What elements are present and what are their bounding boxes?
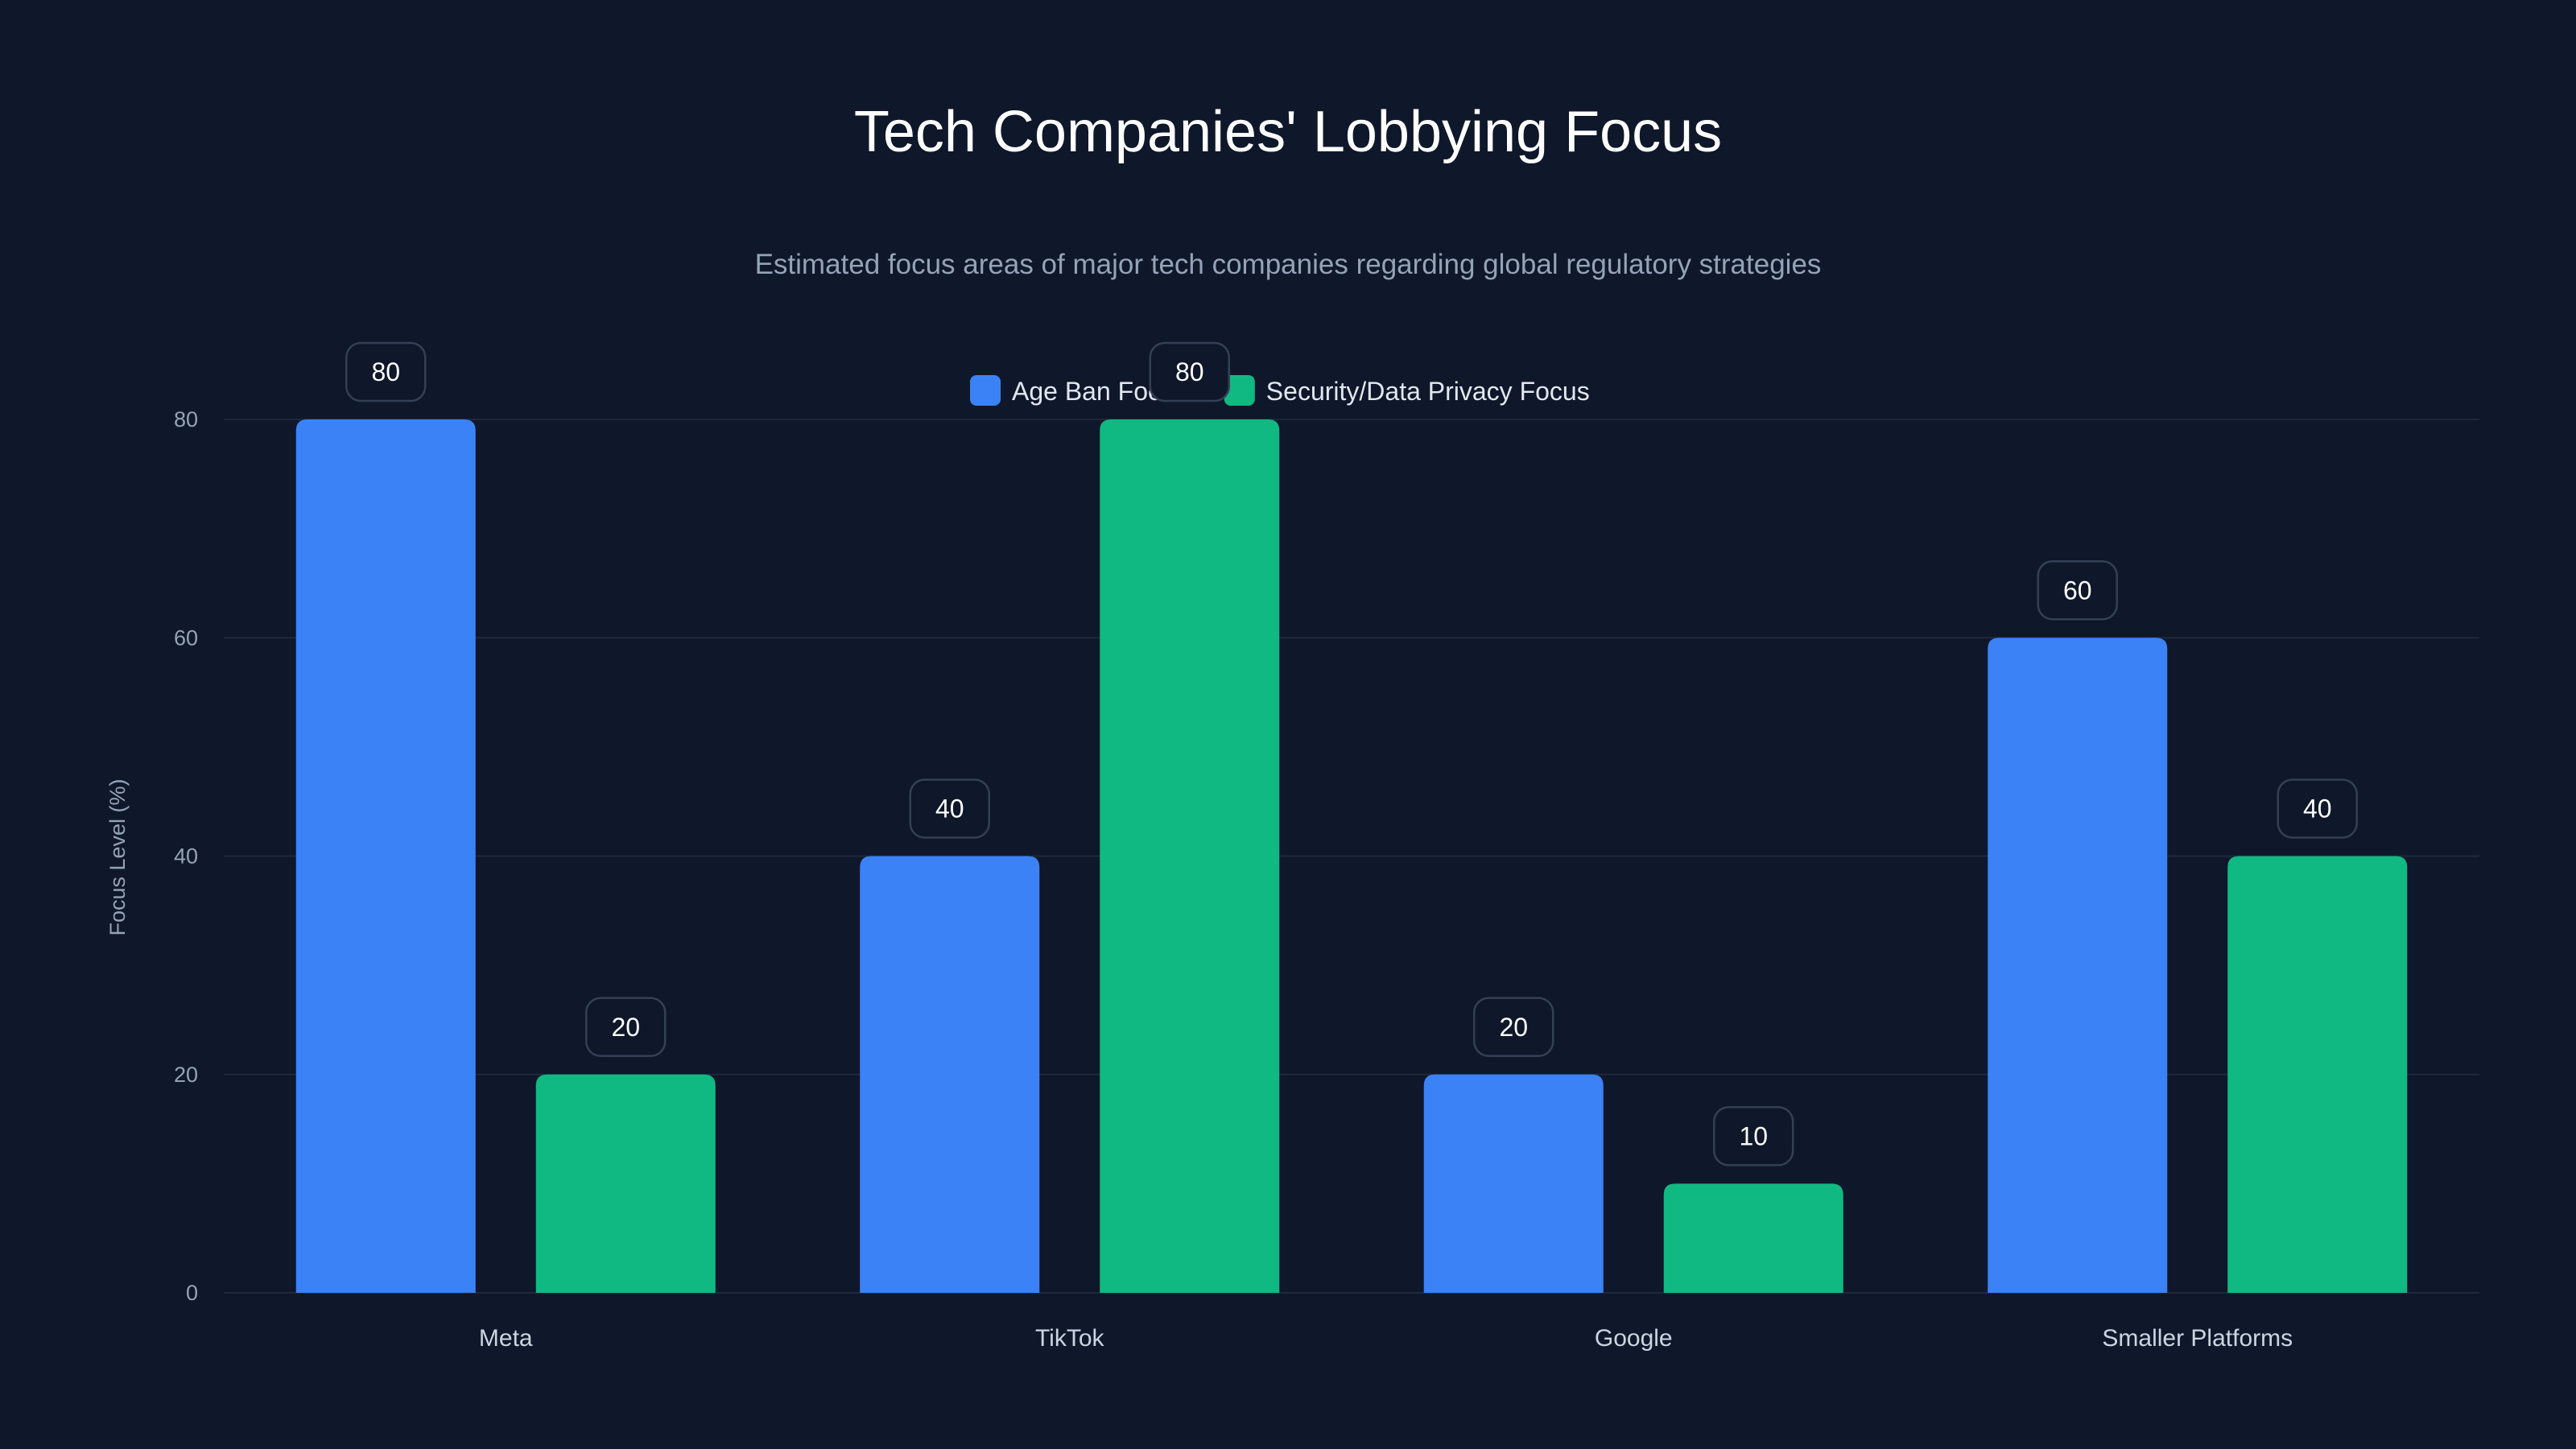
data-label: 20 (1499, 1013, 1528, 1042)
data-label: 10 (1739, 1121, 1768, 1150)
x-tick-label: Google (1595, 1325, 1673, 1352)
x-tick-label: TikTok (1035, 1325, 1105, 1352)
legend-swatch (1224, 375, 1255, 406)
data-label: 80 (371, 357, 400, 386)
legend: Age Ban Focus Security/Data Privacy Focus (970, 375, 1590, 406)
y-tick-label: 60 (174, 625, 198, 650)
data-label: 40 (935, 795, 964, 824)
y-tick-label: 80 (174, 407, 198, 431)
bar (535, 1074, 716, 1293)
chart-subtitle: Estimated focus areas of major tech comp… (755, 249, 1822, 280)
data-label-box (1149, 341, 1230, 402)
data-label: 20 (611, 1013, 640, 1042)
data-label-box (1713, 1106, 1794, 1166)
data-label-box (2277, 778, 2358, 839)
bar (860, 856, 1040, 1293)
data-label: 60 (2063, 576, 2092, 605)
data-label-box (345, 341, 427, 402)
legend-swatch (970, 375, 1001, 406)
chart-title: Tech Companies' Lobbying Focus (854, 100, 1722, 164)
data-label-box (2037, 560, 2118, 621)
y-tick-label: 20 (174, 1063, 198, 1087)
x-tick-label: Meta (479, 1325, 533, 1352)
bar (295, 419, 476, 1293)
legend-label: Security/Data Privacy Focus (1266, 377, 1590, 406)
y-tick-label: 40 (174, 844, 198, 869)
bar (1100, 419, 1280, 1293)
bar (1988, 638, 2168, 1293)
data-label-box (909, 778, 990, 839)
bar (1423, 1074, 1604, 1293)
data-label: 40 (2303, 795, 2332, 824)
y-tick-label: 0 (186, 1281, 198, 1305)
data-label-box (585, 997, 667, 1057)
bar (2227, 856, 2408, 1293)
data-label: 80 (1175, 357, 1204, 386)
x-tick-label: Smaller Platforms (2102, 1325, 2293, 1352)
bar (1663, 1183, 1843, 1293)
y-axis-title: Focus Level (%) (105, 778, 130, 935)
data-label-box (1473, 997, 1554, 1057)
